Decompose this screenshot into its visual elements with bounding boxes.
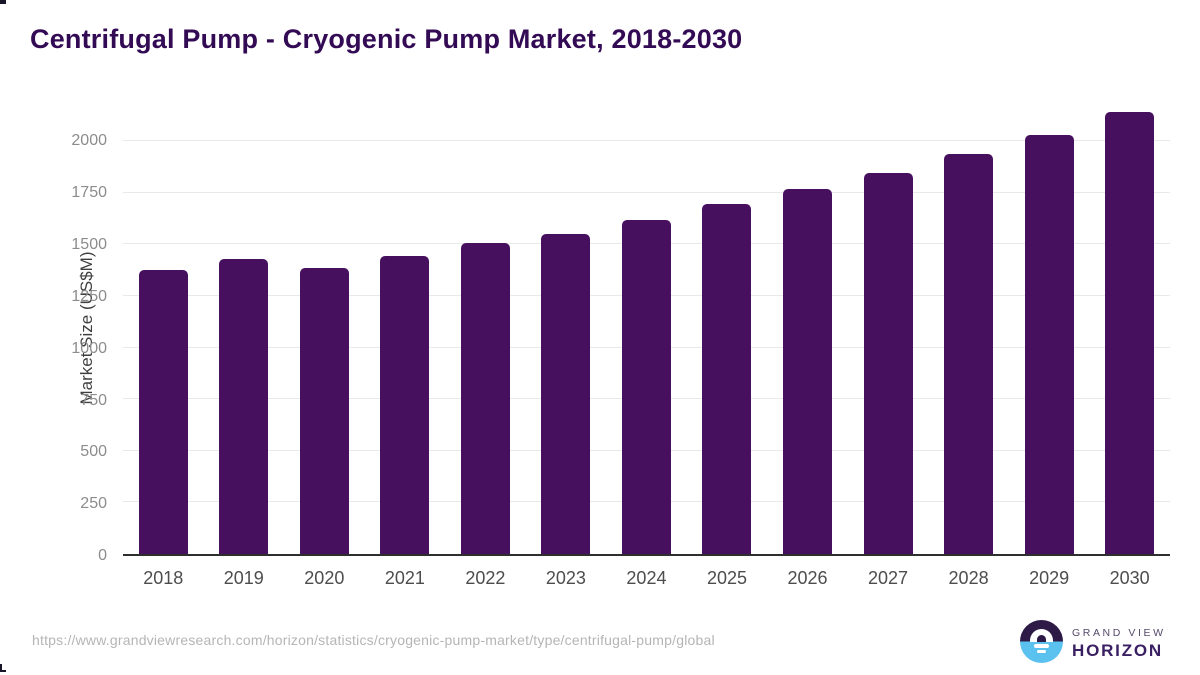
bar-2029: [1024, 134, 1074, 554]
crop-mark-top-left: [0, 0, 6, 4]
x-axis-tick-labels: 2018 2019 2020 2021 2022 2023 2024 2025 2026 2027…: [123, 568, 1170, 589]
bar-2027: [863, 172, 913, 554]
logo-text: GRAND VIEW HORIZON: [1072, 627, 1166, 661]
bar-slot-2021: [365, 100, 446, 554]
logo-brand-name: GRAND VIEW: [1072, 627, 1166, 639]
bar-2026: [783, 188, 833, 554]
bar-2021: [380, 255, 430, 554]
x-tick-label-2028: 2028: [948, 568, 989, 588]
bar-2020: [299, 267, 349, 554]
x-tick-label-2026: 2026: [787, 568, 828, 588]
bars-row: [123, 100, 1170, 554]
brand-logo: GRAND VIEW HORIZON: [1020, 620, 1180, 664]
gridline-2000: [123, 140, 1170, 142]
x-tick-label-2021: 2021: [384, 568, 425, 588]
bar-slot-2025: [687, 100, 768, 554]
bar-2025: [702, 204, 752, 554]
bar-slot-2027: [848, 100, 929, 554]
bar-slot-2024: [606, 100, 687, 554]
crop-mark-bottom-left: [0, 664, 2, 672]
x-tick-label-2023: 2023: [545, 568, 586, 588]
y-tick-label-1500: 1500: [71, 236, 107, 254]
bar-slot-2023: [526, 100, 607, 554]
logo-reflection-bar: [1037, 650, 1046, 653]
bar-slot-2022: [445, 100, 526, 554]
bar-slot-2020: [284, 100, 365, 554]
y-tick-label-500: 500: [80, 443, 107, 461]
bar-slot-2028: [928, 100, 1009, 554]
plot-area: [123, 100, 1170, 556]
x-tick-label-2025: 2025: [706, 568, 747, 588]
x-tick-label-2019: 2019: [223, 568, 264, 588]
crop-mark-bottom-left-base: [0, 670, 6, 672]
y-tick-label-1250: 1250: [71, 287, 107, 305]
bar-2018: [138, 270, 188, 554]
bar-2024: [621, 220, 671, 554]
x-tick-label-2029: 2029: [1029, 568, 1070, 588]
bar-slot-2019: [204, 100, 285, 554]
y-tick-label-250: 250: [80, 495, 107, 513]
y-axis-tick-labels: 0 250 500 750 1000 1250 1500 1750 2000: [0, 100, 107, 564]
x-tick-label-2027: 2027: [868, 568, 909, 588]
y-tick-label-2000: 2000: [71, 132, 107, 150]
logo-product-name: HORIZON: [1072, 641, 1163, 660]
bar-2023: [541, 233, 591, 554]
bar-2022: [460, 243, 510, 554]
y-tick-label-0: 0: [98, 547, 107, 564]
chart-title: Centrifugal Pump - Cryogenic Pump Market…: [30, 24, 743, 54]
logo-reflection-bar: [1034, 644, 1049, 648]
x-tick-label-2020: 2020: [304, 568, 345, 588]
bar-2019: [219, 258, 269, 554]
horizon-logo-icon: [1020, 620, 1063, 663]
bar-slot-2026: [767, 100, 848, 554]
y-tick-label-1000: 1000: [71, 339, 107, 357]
y-tick-label-1750: 1750: [71, 184, 107, 202]
bar-2028: [944, 153, 994, 554]
x-tick-label-2018: 2018: [143, 568, 184, 588]
x-tick-label-2022: 2022: [465, 568, 506, 588]
source-url: https://www.grandviewresearch.com/horizo…: [32, 632, 715, 648]
logo-arch-hole: [1037, 635, 1046, 642]
x-tick-label-2024: 2024: [626, 568, 667, 588]
y-tick-label-750: 750: [80, 391, 107, 409]
bar-slot-2018: [123, 100, 204, 554]
bar-2030: [1105, 111, 1155, 554]
bar-slot-2029: [1009, 100, 1090, 554]
bar-slot-2030: [1089, 100, 1170, 554]
x-tick-label-2030: 2030: [1109, 568, 1150, 588]
gridline-1750: [123, 191, 1170, 193]
